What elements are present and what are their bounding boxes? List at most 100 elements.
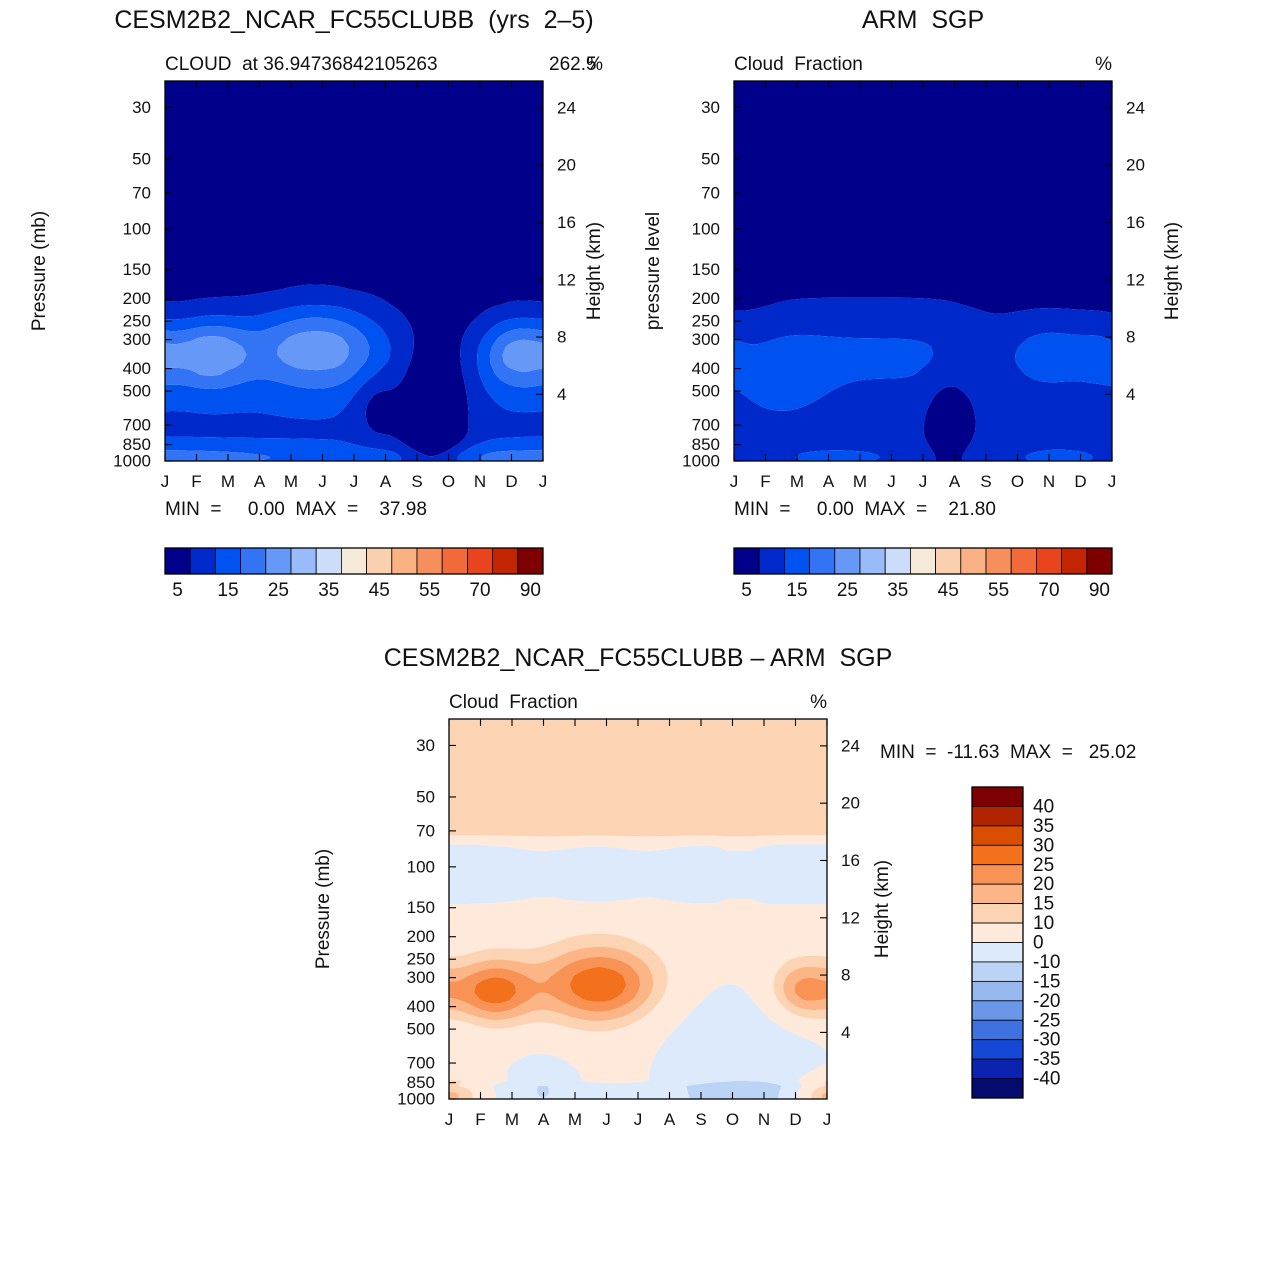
svg-text:A: A [380,472,392,491]
svg-text:70: 70 [132,183,151,202]
svg-text:30: 30 [701,98,720,117]
svg-text:pressure level: pressure level [643,212,664,330]
svg-text:500: 500 [692,382,720,401]
svg-text:250: 250 [692,312,720,331]
svg-text:50: 50 [132,149,151,168]
svg-text:200: 200 [692,289,720,308]
svg-text:4: 4 [557,385,566,404]
svg-text:40: 40 [1033,796,1054,817]
svg-text:CESM2B2_NCAR_FC55CLUBB – ARM: CESM2B2_NCAR_FC55CLUBB – ARM SGP [384,644,893,672]
svg-text:55: 55 [419,580,440,601]
svg-text:12: 12 [557,270,576,289]
svg-text:70: 70 [1038,580,1059,601]
svg-text:30: 30 [1033,835,1054,856]
svg-text:J: J [539,472,548,491]
svg-text:20: 20 [1033,874,1054,895]
svg-text:20: 20 [557,156,576,175]
svg-text:45: 45 [938,580,959,601]
svg-text:16: 16 [557,213,576,232]
svg-text:45: 45 [369,580,390,601]
svg-text:8: 8 [841,966,850,985]
svg-text:S: S [411,472,422,491]
svg-text:24: 24 [841,736,860,755]
svg-text:J: J [823,1110,832,1129]
svg-text:10: 10 [1033,913,1054,934]
svg-text:Pressure (mb): Pressure (mb) [313,849,334,969]
svg-text:J: J [350,472,359,491]
svg-text:400: 400 [407,997,435,1016]
svg-text:500: 500 [407,1020,435,1039]
svg-text:5: 5 [172,580,183,601]
svg-text:25: 25 [837,580,858,601]
svg-text:400: 400 [692,359,720,378]
svg-text:F: F [191,472,201,491]
svg-text:30: 30 [416,736,435,755]
svg-text:Cloud Fraction: Cloud Fraction [734,54,863,75]
svg-text:A: A [538,1110,550,1129]
svg-text:0: 0 [1033,933,1044,954]
svg-text:N: N [758,1110,770,1129]
svg-text:700: 700 [407,1054,435,1073]
svg-text:20: 20 [1126,156,1145,175]
svg-text:Height (km): Height (km) [872,860,893,958]
svg-text:D: D [505,472,517,491]
svg-text:A: A [823,472,835,491]
svg-text:100: 100 [692,219,720,238]
svg-text:30: 30 [132,98,151,117]
svg-text:100: 100 [123,219,151,238]
svg-text:MIN = -11.63 MAX = 25.02: MIN = -11.63 MAX = 25.02 [880,742,1136,763]
svg-text:35: 35 [1033,816,1054,837]
svg-text:1000: 1000 [113,452,151,471]
svg-text:-15: -15 [1033,971,1060,992]
svg-text:J: J [730,472,739,491]
svg-text:CESM2B2_NCAR_FC55CLUBB (yrs: CESM2B2_NCAR_FC55CLUBB (yrs 2–5) [114,6,593,34]
svg-text:12: 12 [841,908,860,927]
svg-text:%: % [810,692,827,713]
svg-text:262.5: 262.5 [549,54,597,75]
svg-text:F: F [475,1110,485,1129]
svg-text:-20: -20 [1033,991,1060,1012]
svg-text:-10: -10 [1033,952,1060,973]
svg-text:J: J [602,1110,611,1129]
svg-text:16: 16 [1126,213,1145,232]
svg-text:700: 700 [692,416,720,435]
svg-text:15: 15 [1033,894,1054,915]
svg-text:150: 150 [123,260,151,279]
svg-text:500: 500 [123,382,151,401]
svg-text:-35: -35 [1033,1049,1060,1070]
svg-text:S: S [695,1110,706,1129]
svg-text:S: S [980,472,991,491]
svg-text:O: O [726,1110,739,1129]
svg-text:J: J [887,472,896,491]
svg-text:J: J [919,472,928,491]
svg-text:15: 15 [217,580,238,601]
svg-text:5: 5 [741,580,752,601]
svg-text:100: 100 [407,857,435,876]
svg-text:150: 150 [692,260,720,279]
svg-text:J: J [634,1110,643,1129]
svg-text:Height (km): Height (km) [1162,222,1183,320]
svg-text:A: A [664,1110,676,1129]
svg-text:300: 300 [123,330,151,349]
svg-text:4: 4 [841,1023,850,1042]
svg-text:F: F [760,472,770,491]
svg-text:70: 70 [416,821,435,840]
svg-text:D: D [789,1110,801,1129]
svg-text:1000: 1000 [682,452,720,471]
svg-text:24: 24 [557,98,576,117]
svg-text:%: % [1095,54,1112,75]
svg-text:ARM SGP: ARM SGP [862,6,984,34]
svg-text:35: 35 [318,580,339,601]
svg-text:M: M [790,472,804,491]
svg-text:25: 25 [1033,855,1054,876]
svg-text:300: 300 [692,330,720,349]
svg-text:1000: 1000 [397,1090,435,1109]
svg-text:300: 300 [407,968,435,987]
svg-text:N: N [1043,472,1055,491]
svg-text:55: 55 [988,580,1009,601]
svg-text:Cloud Fraction: Cloud Fraction [449,692,578,713]
svg-text:J: J [445,1110,454,1129]
svg-text:700: 700 [123,416,151,435]
svg-text:250: 250 [407,950,435,969]
svg-text:O: O [442,472,455,491]
